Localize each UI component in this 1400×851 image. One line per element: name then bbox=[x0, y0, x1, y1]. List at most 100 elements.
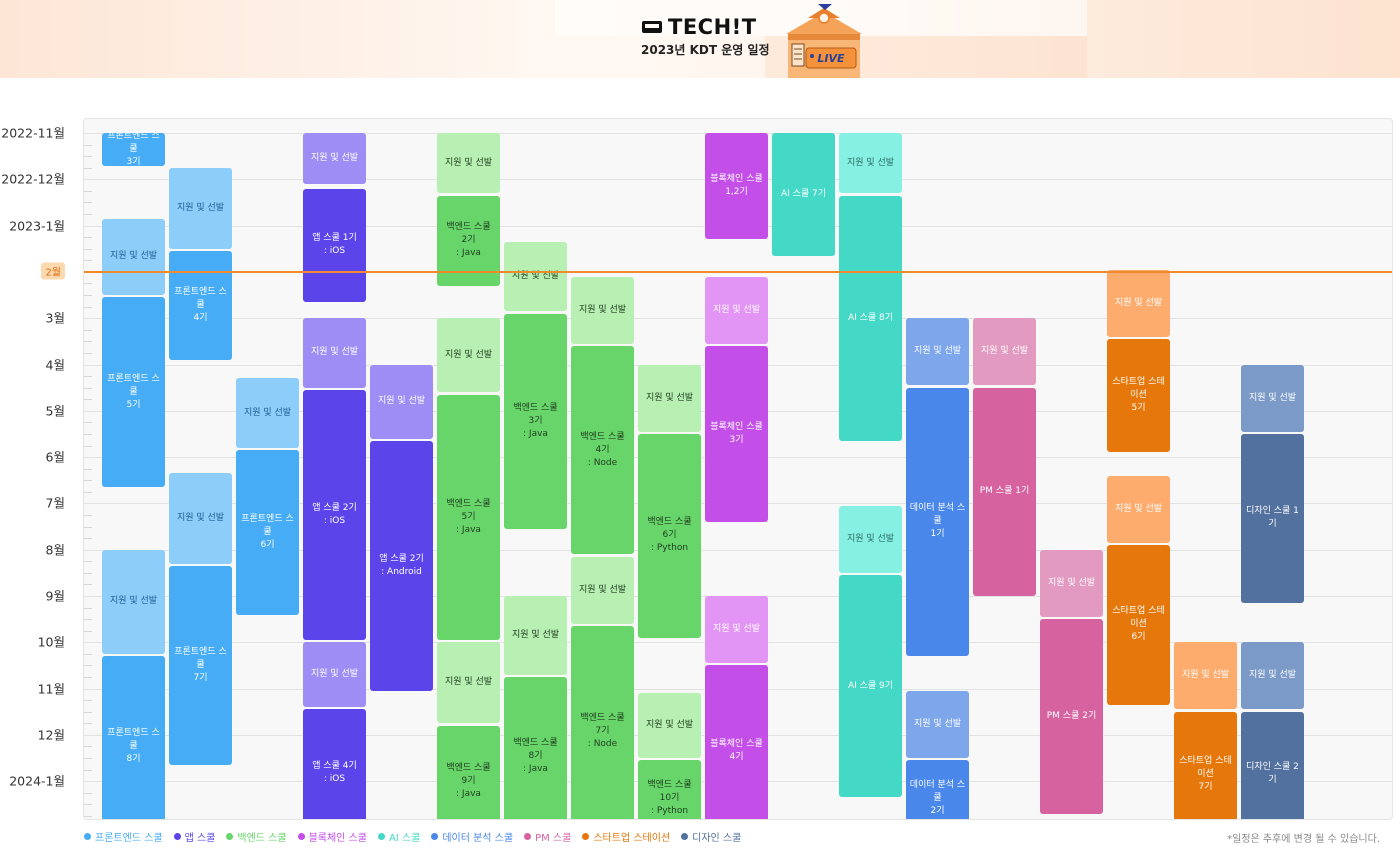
legend-label: 데이터 분석 스쿨 bbox=[442, 833, 514, 844]
month-label: 10월 bbox=[37, 634, 65, 650]
course-block[interactable]: 프론트엔드 스쿨 4기 bbox=[169, 251, 232, 360]
minor-tick bbox=[84, 445, 92, 447]
course-block[interactable]: 프론트엔드 스쿨 7기 bbox=[169, 565, 232, 765]
legend-label: PM 스쿨 bbox=[535, 833, 572, 844]
month-label: 5월 bbox=[45, 403, 65, 419]
minor-tick bbox=[84, 387, 92, 389]
footnote: *일정은 추후에 변경 될 수 있습니다. bbox=[1227, 834, 1380, 845]
apply-block[interactable]: 지원 및 선발 bbox=[1107, 269, 1170, 337]
minor-tick bbox=[84, 491, 92, 493]
course-block[interactable]: AI 스쿨 8기 bbox=[839, 195, 902, 441]
apply-block[interactable]: 지원 및 선발 bbox=[303, 133, 366, 184]
course-block[interactable]: 백엔드 스쿨 2기 : Java bbox=[437, 195, 500, 286]
course-block[interactable]: 백엔드 스쿨 7기 : Node bbox=[571, 626, 634, 819]
minor-tick bbox=[84, 584, 92, 586]
apply-block[interactable]: 지원 및 선발 bbox=[303, 318, 366, 388]
course-block[interactable]: 프론트엔드 스쿨 5기 bbox=[102, 297, 165, 488]
apply-block[interactable]: 지원 및 선발 bbox=[303, 642, 366, 708]
legend-item: 블록체인 스쿨 bbox=[297, 829, 367, 844]
legend-label: 앱 스쿨 bbox=[184, 833, 216, 844]
course-block[interactable]: 앱 스쿨 2기 : iOS bbox=[303, 389, 366, 640]
minor-tick bbox=[84, 711, 92, 713]
apply-block[interactable]: 지원 및 선발 bbox=[370, 364, 433, 439]
apply-block[interactable]: 지원 및 선발 bbox=[839, 133, 902, 194]
course-block[interactable]: 블록체인 스쿨 3기 bbox=[705, 345, 768, 522]
legend-label: AI 스쿨 bbox=[388, 833, 421, 844]
month-label: 11월 bbox=[37, 681, 65, 697]
apply-block[interactable]: 지원 및 선발 bbox=[638, 693, 701, 759]
course-block[interactable]: 프론트엔드 스쿨 3기 bbox=[102, 131, 165, 167]
apply-block[interactable]: 지원 및 선발 bbox=[906, 318, 969, 386]
month-label: 3월 bbox=[45, 310, 65, 326]
minor-tick bbox=[84, 144, 92, 146]
apply-block[interactable]: 지원 및 선발 bbox=[1107, 475, 1170, 543]
legend-label: 백엔드 스쿨 bbox=[237, 833, 287, 844]
apply-block[interactable]: 지원 및 선발 bbox=[437, 642, 500, 724]
schedule-chart: 프론트엔드 스쿨 3기 지원 및 선발 프론트엔드 스쿨 5기 지원 및 선발 프론트엔… bbox=[83, 118, 1393, 820]
course-block[interactable]: 스타트업 스테이션 5기 bbox=[1107, 339, 1170, 453]
course-block[interactable]: 앱 스쿨 1기 : iOS bbox=[303, 188, 366, 302]
apply-block[interactable]: 지원 및 선발 bbox=[102, 218, 165, 296]
apply-block[interactable]: 지원 및 선발 bbox=[102, 549, 165, 654]
course-block[interactable]: 백엔드 스쿨 8기 : Java bbox=[504, 677, 567, 819]
legend-label: 디자인 스쿨 bbox=[692, 833, 742, 844]
month-label: 12월 bbox=[37, 727, 65, 743]
apply-block[interactable]: 지원 및 선발 bbox=[705, 596, 768, 664]
course-block[interactable]: 백엔드 스쿨 6기 : Python bbox=[638, 433, 701, 638]
minor-tick bbox=[84, 804, 92, 806]
course-block[interactable]: 블록체인 스쿨 4기 bbox=[705, 665, 768, 819]
live-badge-text: LIVE bbox=[817, 52, 845, 65]
course-block[interactable]: 데이터 분석 스쿨 1기 bbox=[906, 387, 969, 657]
apply-block[interactable]: 지원 및 선발 bbox=[169, 167, 232, 249]
legend-label: 스타트업 스테이션 bbox=[593, 833, 671, 844]
minor-tick bbox=[84, 630, 92, 632]
course-block[interactable]: 블록체인 스쿨 1,2기 bbox=[705, 133, 768, 240]
apply-block[interactable]: 지원 및 선발 bbox=[1241, 364, 1304, 432]
course-block[interactable]: 백엔드 스쿨 5기 : Java bbox=[437, 394, 500, 640]
apply-block[interactable]: 지원 및 선발 bbox=[1241, 642, 1304, 710]
apply-block[interactable]: 지원 및 선발 bbox=[638, 364, 701, 432]
course-block[interactable]: 백엔드 스쿨 10기 : Python bbox=[638, 760, 701, 819]
apply-block[interactable]: 지원 및 선발 bbox=[1174, 642, 1237, 710]
apply-block[interactable]: 지원 및 선발 bbox=[169, 473, 232, 564]
apply-block[interactable]: 지원 및 선발 bbox=[437, 318, 500, 393]
course-block[interactable]: 스타트업 스테이션 7기 bbox=[1174, 711, 1237, 819]
apply-block[interactable]: 지원 및 선발 bbox=[504, 241, 567, 312]
course-block[interactable]: 디자인 스쿨 2기 bbox=[1241, 711, 1304, 819]
course-block[interactable]: 프론트엔드 스쿨 8기 bbox=[102, 656, 165, 819]
minor-tick bbox=[84, 723, 92, 725]
course-block[interactable]: 백엔드 스쿨 9기 : Java bbox=[437, 725, 500, 819]
logo-text: TECH!T bbox=[668, 15, 757, 39]
apply-block[interactable]: 지원 및 선발 bbox=[906, 690, 969, 759]
apply-block[interactable]: 지원 및 선발 bbox=[705, 276, 768, 344]
minor-tick bbox=[84, 190, 92, 192]
course-block[interactable]: PM 스쿨 2기 bbox=[1040, 619, 1103, 814]
course-block[interactable]: 백엔드 스쿨 4기 : Node bbox=[571, 345, 634, 555]
course-block[interactable]: AI 스쿨 9기 bbox=[839, 575, 902, 798]
course-block[interactable]: PM 스쿨 1기 bbox=[973, 387, 1036, 596]
course-block[interactable]: 프론트엔드 스쿨 6기 bbox=[236, 450, 299, 615]
apply-block[interactable]: 지원 및 선발 bbox=[973, 318, 1036, 386]
course-block[interactable]: 디자인 스쿨 1기 bbox=[1241, 433, 1304, 603]
month-label: 6월 bbox=[45, 449, 65, 465]
apply-block[interactable]: 지원 및 선발 bbox=[1040, 549, 1103, 617]
minor-tick bbox=[84, 572, 92, 574]
minor-tick bbox=[84, 167, 92, 169]
minor-tick bbox=[84, 433, 92, 435]
minor-tick bbox=[84, 468, 92, 470]
course-block[interactable]: 데이터 분석 스쿨 2기 bbox=[906, 760, 969, 819]
course-block[interactable]: AI 스쿨 7기 bbox=[772, 133, 835, 256]
apply-block[interactable]: 지원 및 선발 bbox=[571, 276, 634, 344]
apply-block[interactable]: 지원 및 선발 bbox=[839, 505, 902, 573]
course-block[interactable]: 스타트업 스테이션 6기 bbox=[1107, 545, 1170, 705]
apply-block[interactable]: 지원 및 선발 bbox=[571, 556, 634, 624]
minor-tick bbox=[84, 538, 92, 540]
minor-tick bbox=[84, 376, 92, 378]
apply-block[interactable]: 지원 및 선발 bbox=[504, 596, 567, 675]
course-block[interactable]: 앱 스쿨 4기 : iOS bbox=[303, 709, 366, 819]
course-block[interactable]: 앱 스쿨 2기 : Android bbox=[370, 440, 433, 691]
apply-block[interactable]: 지원 및 선발 bbox=[236, 378, 299, 448]
apply-block[interactable]: 지원 및 선발 bbox=[437, 133, 500, 194]
course-block[interactable]: 백엔드 스쿨 3기 : Java bbox=[504, 313, 567, 529]
legend-item: 앱 스쿨 bbox=[173, 829, 216, 844]
